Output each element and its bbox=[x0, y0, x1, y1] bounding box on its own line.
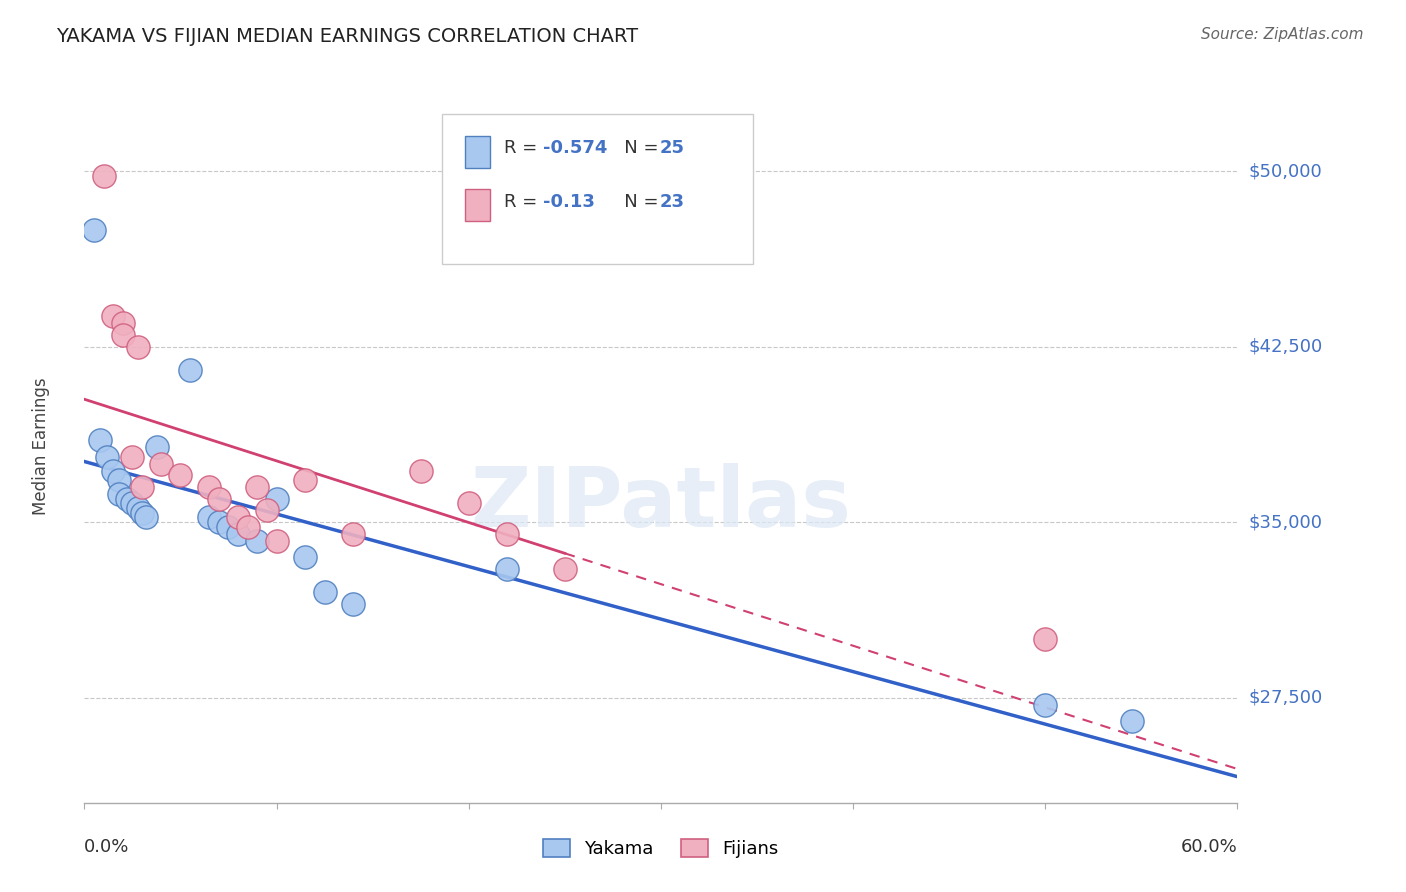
Text: R =: R = bbox=[503, 139, 543, 157]
Point bbox=[198, 510, 221, 524]
FancyBboxPatch shape bbox=[465, 189, 491, 221]
Point bbox=[294, 473, 316, 487]
Point bbox=[103, 309, 124, 323]
Point bbox=[131, 506, 153, 520]
Point bbox=[198, 480, 221, 494]
Text: 25: 25 bbox=[659, 139, 685, 157]
Point bbox=[457, 496, 479, 510]
Legend: Yakama, Fijians: Yakama, Fijians bbox=[536, 831, 786, 865]
Point bbox=[294, 550, 316, 565]
Point bbox=[226, 510, 249, 524]
Point bbox=[496, 526, 519, 541]
Point bbox=[135, 510, 157, 524]
Point bbox=[146, 440, 169, 454]
Point bbox=[131, 480, 153, 494]
Point bbox=[246, 480, 269, 494]
Point bbox=[150, 457, 173, 471]
FancyBboxPatch shape bbox=[465, 136, 491, 168]
Text: N =: N = bbox=[606, 193, 664, 211]
Point bbox=[96, 450, 118, 464]
Point bbox=[1121, 714, 1143, 728]
Text: N =: N = bbox=[606, 139, 664, 157]
Text: $27,500: $27,500 bbox=[1249, 689, 1323, 706]
Point bbox=[121, 450, 143, 464]
Point bbox=[314, 585, 336, 599]
Point bbox=[121, 496, 143, 510]
Text: R =: R = bbox=[503, 193, 543, 211]
Point bbox=[256, 503, 278, 517]
Text: 60.0%: 60.0% bbox=[1181, 838, 1237, 856]
Point bbox=[266, 533, 288, 548]
Point bbox=[266, 491, 288, 506]
Text: 0.0%: 0.0% bbox=[84, 838, 129, 856]
Point bbox=[496, 562, 519, 576]
Point bbox=[554, 562, 576, 576]
Point bbox=[127, 501, 149, 516]
Text: -0.13: -0.13 bbox=[543, 193, 595, 211]
Point bbox=[208, 491, 231, 506]
Point bbox=[179, 363, 201, 377]
Point bbox=[108, 473, 131, 487]
Text: -0.574: -0.574 bbox=[543, 139, 607, 157]
Text: $42,500: $42,500 bbox=[1249, 337, 1323, 356]
Point bbox=[342, 526, 364, 541]
FancyBboxPatch shape bbox=[441, 114, 754, 264]
Point bbox=[246, 533, 269, 548]
Point bbox=[111, 327, 134, 342]
Point bbox=[108, 487, 131, 501]
Text: YAKAMA VS FIJIAN MEDIAN EARNINGS CORRELATION CHART: YAKAMA VS FIJIAN MEDIAN EARNINGS CORRELA… bbox=[56, 27, 638, 45]
Point bbox=[1033, 632, 1056, 646]
Point bbox=[169, 468, 191, 483]
Text: Median Earnings: Median Earnings bbox=[32, 377, 49, 515]
Point bbox=[409, 464, 432, 478]
Point bbox=[83, 222, 105, 236]
Point bbox=[127, 340, 149, 354]
Text: 23: 23 bbox=[659, 193, 685, 211]
Text: $50,000: $50,000 bbox=[1249, 162, 1323, 180]
Point bbox=[208, 515, 231, 529]
Point bbox=[226, 526, 249, 541]
Point bbox=[89, 433, 111, 447]
Text: $35,000: $35,000 bbox=[1249, 513, 1323, 531]
Point bbox=[1033, 698, 1056, 712]
Point bbox=[218, 519, 240, 533]
Point bbox=[93, 169, 115, 183]
Point bbox=[115, 491, 138, 506]
Text: ZIPatlas: ZIPatlas bbox=[471, 463, 851, 543]
Point bbox=[111, 316, 134, 330]
Point bbox=[236, 519, 259, 533]
Point bbox=[342, 597, 364, 611]
Text: Source: ZipAtlas.com: Source: ZipAtlas.com bbox=[1201, 27, 1364, 42]
Point bbox=[103, 464, 124, 478]
